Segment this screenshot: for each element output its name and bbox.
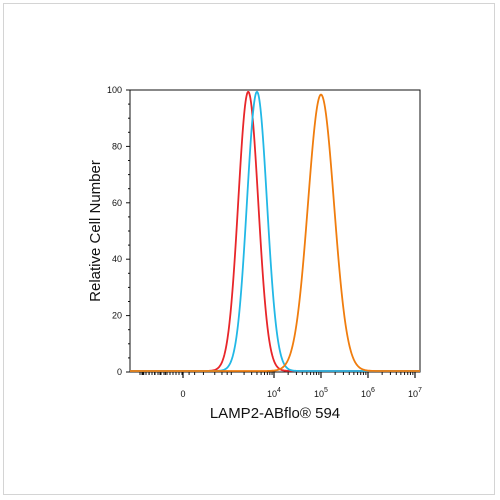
x-axis-ticks: 0 104 105 106 107 [180,372,422,399]
x-tick-exponent: 5 [324,387,328,394]
x-tick-base: 10 [361,389,371,399]
y-tick-label: 100 [107,85,122,95]
x-tick-label: 107 [408,387,422,399]
x-tick-label: 106 [361,387,375,399]
x-tick-label: 0 [180,389,185,399]
histogram-curves [130,90,420,372]
histogram-curve-3 [130,93,420,372]
x-tick-base: 10 [314,389,324,399]
x-tick-exponent: 7 [418,387,422,394]
x-tick-base: 10 [267,389,277,399]
x-tick-label: 104 [267,387,281,399]
y-tick-label: 80 [112,141,122,151]
x-axis-title: LAMP2-ABflo® 594 [210,405,340,422]
x-tick-label: 105 [314,387,328,399]
x-tick-base: 0 [180,389,185,399]
x-tick-base: 10 [408,389,418,399]
x-minor-ticks [139,372,414,375]
x-tick-exponent: 4 [277,387,281,394]
y-tick-label: 40 [112,254,122,264]
y-tick-label: 0 [117,367,122,377]
x-tick-exponent: 6 [371,387,375,394]
y-tick-label: 20 [112,311,122,321]
y-axis-ticks: 0 20 40 60 80 100 [107,85,130,377]
y-axis-title: Relative Cell Number [87,160,104,302]
figure-frame [3,3,495,495]
y-tick-label: 60 [112,198,122,208]
histogram-curve-1 [130,91,420,372]
plot-frame [129,89,421,373]
histogram-curve-2 [130,90,420,372]
